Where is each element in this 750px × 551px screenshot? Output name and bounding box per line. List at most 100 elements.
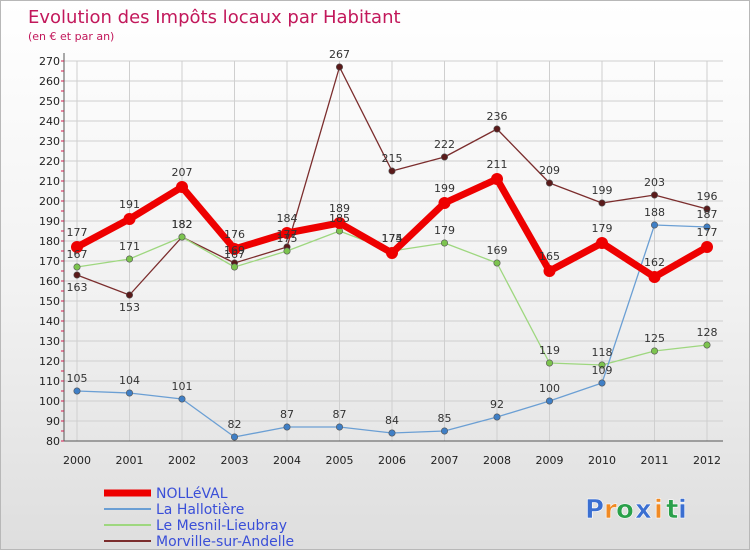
data-point (283, 423, 291, 431)
data-label: 105 (67, 372, 88, 385)
data-label: 196 (697, 190, 718, 203)
data-point (491, 173, 503, 185)
data-point (176, 181, 188, 193)
data-point (543, 265, 556, 277)
y-tick-label: 90 (46, 415, 60, 428)
y-tick-label: 250 (39, 95, 60, 108)
data-label: 153 (119, 301, 140, 314)
data-label: 109 (592, 364, 613, 377)
y-tick-label: 150 (39, 295, 60, 308)
data-point (231, 263, 239, 271)
x-tick-label: 2010 (588, 454, 616, 467)
data-label: 177 (67, 226, 88, 239)
data-point (126, 255, 134, 263)
data-label: 184 (277, 212, 298, 225)
data-point (598, 361, 606, 369)
data-point (440, 239, 448, 247)
y-tick-label: 200 (39, 195, 60, 208)
data-label: 191 (119, 198, 140, 211)
data-point (598, 199, 606, 207)
data-point (440, 153, 448, 161)
data-point (388, 429, 396, 437)
legend-label: Le Mesnil-Lieubray (156, 518, 287, 534)
data-label: 175 (277, 232, 298, 245)
data-label: 165 (539, 250, 560, 263)
x-tick-label: 2006 (378, 454, 406, 467)
data-label: 174 (382, 232, 403, 245)
data-point (650, 191, 658, 199)
x-tick-label: 2003 (221, 454, 249, 467)
y-tick-label: 80 (46, 435, 60, 448)
data-labels: 163 153 182 169 177 267 215 222 236 209 199 203 196 1… (67, 48, 718, 431)
y-tick-label: 110 (39, 375, 60, 388)
y-tick-label: 190 (39, 215, 60, 228)
data-label: 87 (333, 408, 347, 421)
data-point (283, 247, 291, 255)
data-point (703, 205, 711, 213)
data-label: 162 (644, 256, 665, 269)
data-point (281, 227, 293, 239)
logo-letter: i (678, 495, 687, 525)
data-point (701, 241, 713, 253)
data-point (71, 241, 83, 253)
data-point (126, 291, 134, 299)
data-point (438, 197, 451, 209)
data-label: 119 (539, 344, 560, 357)
data-label: 203 (644, 176, 665, 189)
logo-letter: x (635, 495, 652, 525)
data-label: 128 (697, 326, 718, 339)
y-tick-label: 270 (39, 55, 60, 68)
data-point (598, 379, 606, 387)
x-tick-label: 2008 (483, 454, 511, 467)
data-label: 118 (592, 346, 613, 359)
data-point (703, 341, 711, 349)
data-label: 175 (382, 232, 403, 245)
data-point (545, 179, 553, 187)
data-point (228, 243, 241, 255)
data-label: 185 (329, 212, 350, 225)
series-la-halloti-re (73, 221, 711, 441)
chart-title: Evolution des Impôts locaux par Habitant (28, 7, 401, 28)
data-point (388, 167, 396, 175)
data-point (648, 271, 661, 283)
legend-label: NOLLéVAL (156, 486, 228, 502)
data-label: 125 (644, 332, 665, 345)
logo-letter: P (585, 495, 604, 525)
data-label: 199 (592, 184, 613, 197)
data-label: 82 (228, 418, 242, 431)
x-tick-label: 2000 (63, 454, 91, 467)
data-point (73, 387, 81, 395)
axes: 8090100110120130140150160170180190200210… (39, 53, 723, 467)
chart-subtitle: (en € et par an) (28, 30, 114, 43)
data-point (335, 63, 343, 71)
x-tick-label: 2012 (693, 454, 721, 467)
y-tick-label: 160 (39, 275, 60, 288)
data-point (231, 433, 239, 441)
y-tick-label: 130 (39, 335, 60, 348)
data-point (178, 233, 186, 241)
data-label: 189 (329, 202, 350, 215)
data-point (703, 223, 711, 231)
y-tick-label: 220 (39, 155, 60, 168)
logo-letter: t (666, 495, 678, 525)
y-tick-label: 260 (39, 75, 60, 88)
y-tick-label: 170 (39, 255, 60, 268)
data-label: 169 (224, 244, 245, 257)
data-label: 169 (487, 244, 508, 257)
data-point (73, 263, 81, 271)
x-tick-label: 2009 (536, 454, 564, 467)
series-noll-val (71, 173, 713, 283)
y-tick-label: 240 (39, 115, 60, 128)
legend-label: La Hallotière (156, 502, 244, 518)
data-label: 177 (277, 228, 298, 241)
y-tick-label: 120 (39, 355, 60, 368)
data-label: 236 (487, 110, 508, 123)
data-label: 199 (434, 182, 455, 195)
data-point (126, 389, 134, 397)
data-point (596, 237, 608, 249)
data-point (650, 347, 658, 355)
data-label: 211 (487, 158, 508, 171)
data-point (493, 413, 501, 421)
